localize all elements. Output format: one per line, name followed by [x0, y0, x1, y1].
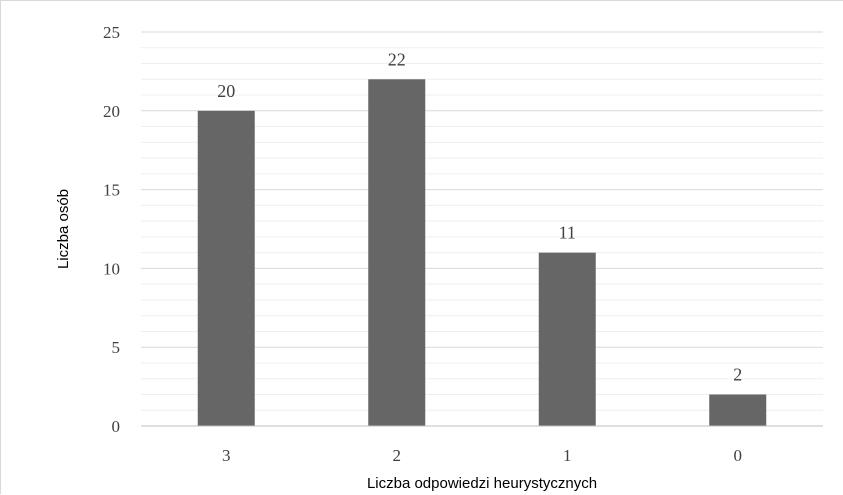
x-tick-label: 0	[734, 446, 743, 465]
data-labels: 20 22 11 2	[217, 49, 742, 384]
y-axis-title: Liczba osób	[55, 189, 72, 269]
bar	[197, 110, 255, 427]
x-axis-ticks: 3 2 1 0	[222, 446, 742, 465]
y-tick-label: 15	[103, 181, 120, 200]
bar	[538, 252, 596, 426]
data-label: 2	[733, 364, 742, 384]
data-label: 20	[217, 81, 235, 101]
y-axis-ticks: 0 5 10 15 20 25	[103, 23, 120, 436]
y-tick-label: 25	[103, 23, 120, 42]
y-tick-label: 10	[103, 259, 120, 278]
x-tick-label: 1	[563, 446, 572, 465]
y-tick-label: 20	[103, 102, 120, 121]
data-label: 11	[559, 223, 576, 243]
data-label: 22	[388, 49, 406, 69]
x-tick-label: 3	[222, 446, 231, 465]
bar	[709, 394, 767, 426]
x-tick-label: 2	[393, 446, 402, 465]
bar	[368, 79, 426, 426]
y-tick-label: 0	[112, 417, 121, 436]
y-tick-label: 5	[112, 338, 121, 357]
x-axis-title: Liczba odpowiedzi heurystycznych	[367, 475, 597, 492]
bars	[197, 79, 767, 427]
